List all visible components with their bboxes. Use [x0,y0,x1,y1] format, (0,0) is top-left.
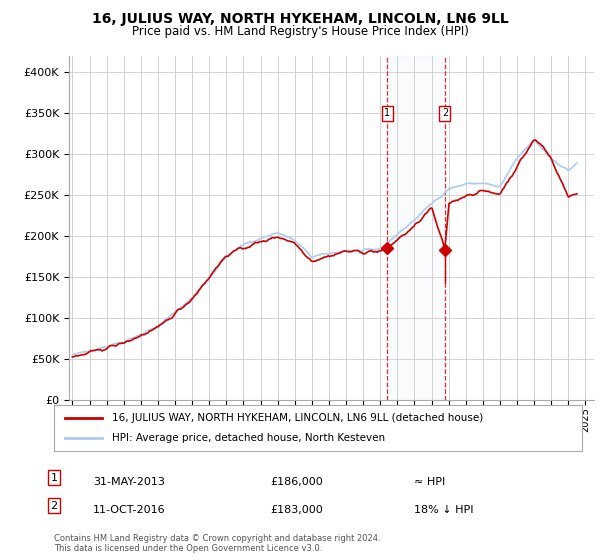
Text: 31-MAY-2013: 31-MAY-2013 [93,477,165,487]
Text: 1: 1 [385,109,391,118]
Text: 1: 1 [50,473,58,483]
Text: HPI: Average price, detached house, North Kesteven: HPI: Average price, detached house, Nort… [112,433,385,443]
Text: 16, JULIUS WAY, NORTH HYKEHAM, LINCOLN, LN6 9LL (detached house): 16, JULIUS WAY, NORTH HYKEHAM, LINCOLN, … [112,413,484,423]
Text: 16, JULIUS WAY, NORTH HYKEHAM, LINCOLN, LN6 9LL: 16, JULIUS WAY, NORTH HYKEHAM, LINCOLN, … [92,12,508,26]
Text: £186,000: £186,000 [270,477,323,487]
Text: 18% ↓ HPI: 18% ↓ HPI [414,505,473,515]
Text: Price paid vs. HM Land Registry's House Price Index (HPI): Price paid vs. HM Land Registry's House … [131,25,469,38]
Text: 2: 2 [442,109,448,118]
Text: ≈ HPI: ≈ HPI [414,477,445,487]
Text: £183,000: £183,000 [270,505,323,515]
Bar [388,56,445,400]
Text: 2: 2 [50,501,58,511]
Text: Contains HM Land Registry data © Crown copyright and database right 2024.
This d: Contains HM Land Registry data © Crown c… [54,534,380,553]
Text: 11-OCT-2016: 11-OCT-2016 [93,505,166,515]
